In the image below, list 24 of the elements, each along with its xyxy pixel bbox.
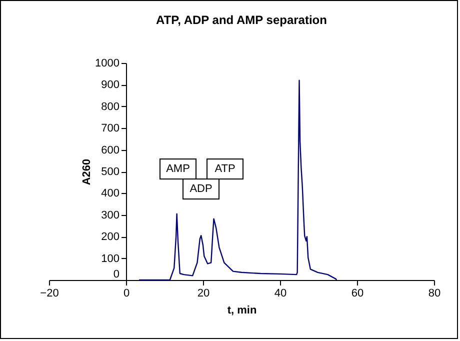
annotation: ADP (190, 183, 212, 195)
y-tick-label: 0 (113, 268, 120, 280)
y-tick-label: 200 (101, 231, 120, 244)
annotation: ATP (214, 163, 236, 175)
chart-title: ATP, ADP and AMP separation (156, 13, 327, 27)
y-axis-title: A260 (81, 158, 94, 186)
x-tick-label: 60 (351, 288, 364, 300)
line-series (138, 80, 338, 281)
x-tick-label: 20 (197, 288, 210, 300)
y-tick-label: 100 (101, 252, 120, 265)
y-tick-label: 800 (101, 100, 120, 113)
y-tick-label: 500 (101, 166, 120, 178)
x-tick-label: 0 (123, 288, 130, 300)
y-tick-label: 700 (101, 122, 120, 135)
y-tick-label: 900 (101, 79, 120, 92)
y-tick-label: 300 (101, 209, 120, 222)
x-tick-label: −20 (40, 288, 59, 300)
y-tick-label: 600 (101, 144, 120, 156)
x-axis-title: t, min (227, 304, 257, 316)
x-tick-label: 80 (428, 288, 441, 300)
y-tick-label: 400 (101, 188, 120, 200)
x-tick-label: 40 (274, 288, 287, 300)
y-tick-label: 1000 (95, 58, 120, 70)
annotation: AMP (166, 163, 190, 175)
